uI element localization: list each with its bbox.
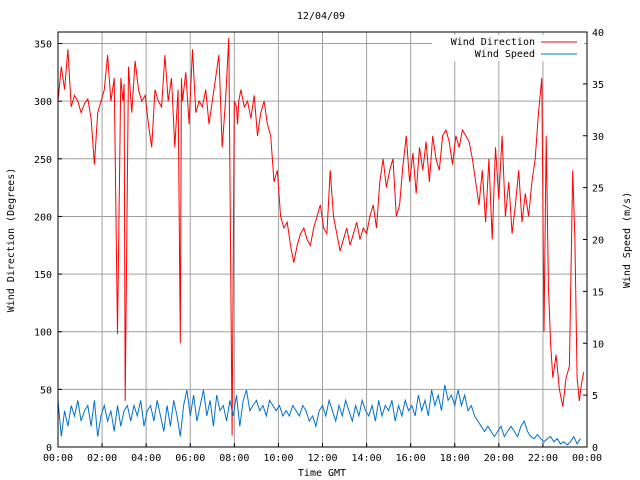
x-tick-label: 20:00 <box>484 453 514 464</box>
x-tick-label: 00:00 <box>572 453 602 464</box>
axis-ticks <box>57 31 588 448</box>
x-tick-label: 06:00 <box>175 453 205 464</box>
x-tick-label: 18:00 <box>440 453 470 464</box>
chart-title-group: 12/04/09 <box>297 11 345 22</box>
x-axis-label: Time GMT <box>298 468 346 479</box>
left-y-tick-label: 350 <box>34 40 52 51</box>
x-tick-label: 16:00 <box>396 453 426 464</box>
left-axis-label: Wind Direction (Degrees) <box>6 168 17 313</box>
chart-title: 12/04/09 <box>297 11 345 22</box>
right-y-tick-label: 15 <box>592 287 604 298</box>
right-y-tick-label: 5 <box>592 391 598 402</box>
x-axis-tick-labels: 00:00 02:00 04:00 06:00 08:00 10:00 12:00 14:00… <box>43 453 602 464</box>
right-axis-label: Wind Speed (m/s) <box>622 192 633 288</box>
right-y-tick-label: 40 <box>592 28 604 39</box>
x-tick-label: 14:00 <box>352 453 382 464</box>
legend-background <box>432 35 584 61</box>
left-y-tick-label: 250 <box>34 155 52 166</box>
right-y-tick-label: 0 <box>592 443 598 454</box>
x-tick-label: 22:00 <box>528 453 558 464</box>
series-layer <box>57 37 585 446</box>
x-tick-label: 02:00 <box>87 453 117 464</box>
x-tick-label: 04:00 <box>131 453 161 464</box>
right-y-tick-label: 30 <box>592 132 604 143</box>
right-y-tick-label: 35 <box>592 80 604 91</box>
right-axis-tick-labels: 0 5 10 15 20 25 30 35 40 <box>592 28 604 454</box>
left-y-tick-label: 0 <box>46 443 52 454</box>
grid-lines <box>58 32 587 447</box>
right-y-tick-label: 20 <box>592 236 604 247</box>
left-y-tick-label: 150 <box>34 270 52 281</box>
legend-label-wind-direction: Wind Direction <box>451 37 535 48</box>
x-tick-label: 08:00 <box>219 453 249 464</box>
x-tick-label: 10:00 <box>263 453 293 464</box>
left-y-tick-label: 100 <box>34 328 52 339</box>
series-line-wind-speed <box>57 384 581 446</box>
left-y-tick-label: 50 <box>40 385 52 396</box>
x-tick-label: 00:00 <box>43 453 73 464</box>
right-y-tick-label: 25 <box>592 184 604 195</box>
right-y-tick-label: 10 <box>592 339 604 350</box>
legend: Wind Direction Wind Speed <box>432 35 584 61</box>
left-y-tick-label: 300 <box>34 97 52 108</box>
x-tick-label: 12:00 <box>307 453 337 464</box>
legend-label-wind-speed: Wind Speed <box>475 49 535 60</box>
left-axis-tick-labels: 0 50 100 150 200 250 300 350 <box>34 40 52 454</box>
left-y-tick-label: 200 <box>34 212 52 223</box>
series-line-wind-direction <box>57 37 585 436</box>
